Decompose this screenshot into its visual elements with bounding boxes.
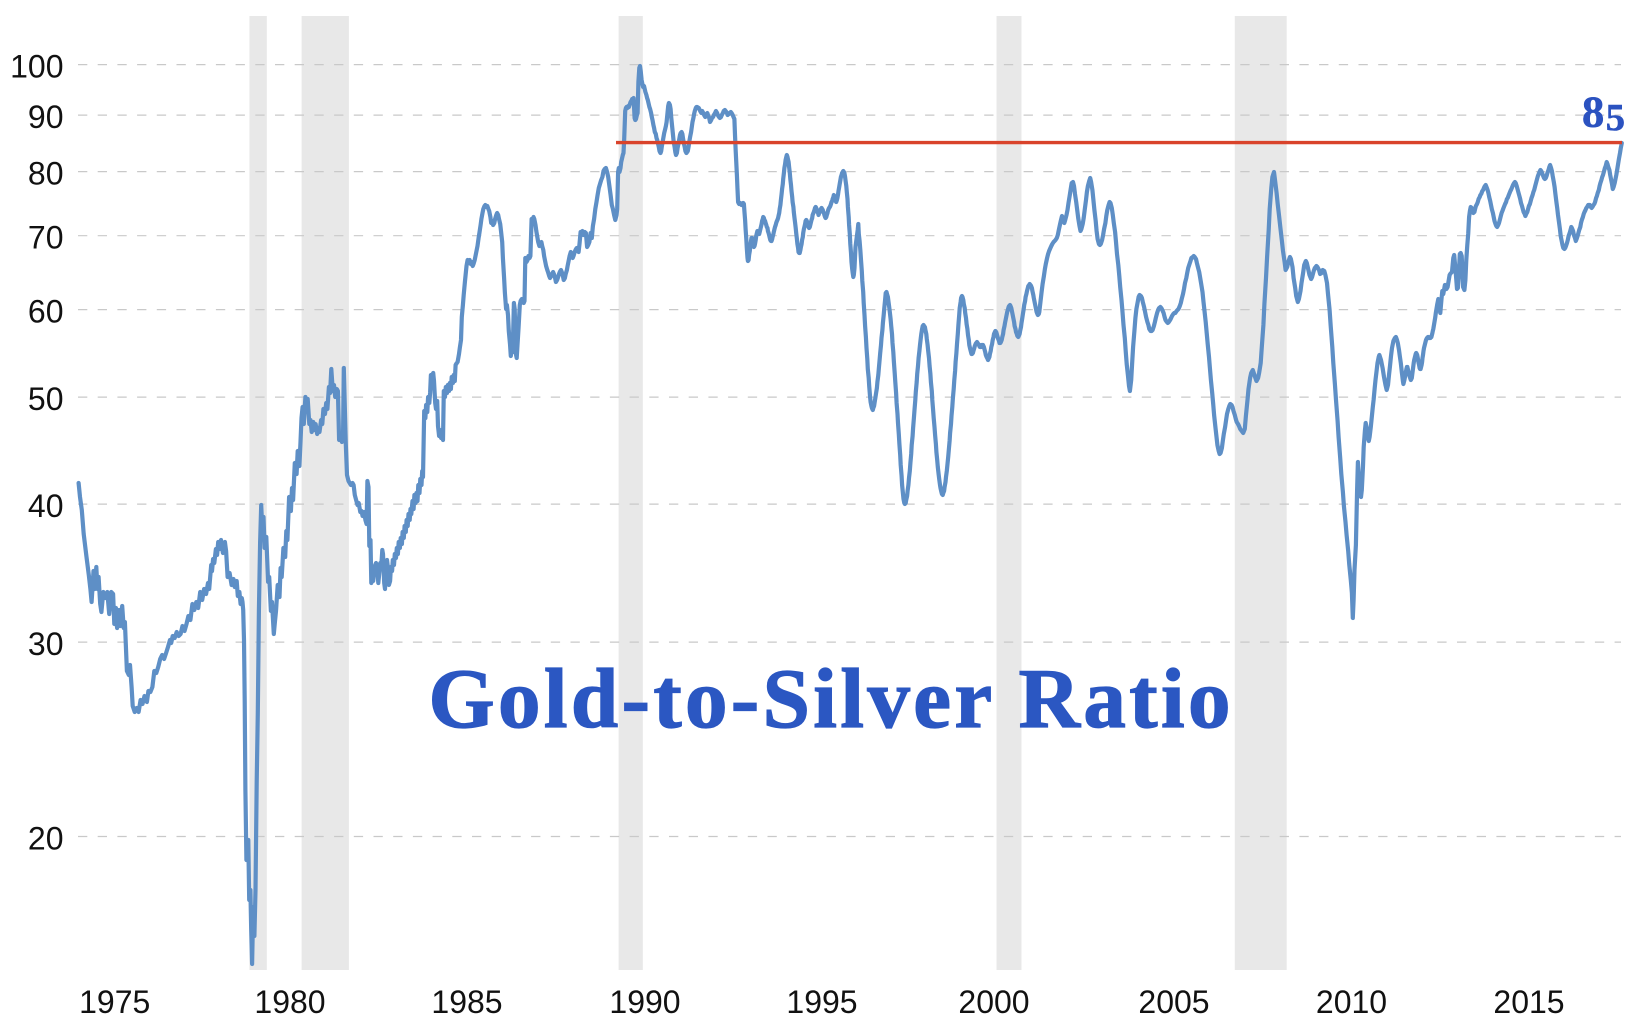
svg-text:Gold-to-Silver Ratio: Gold-to-Silver Ratio <box>429 652 1231 746</box>
svg-text:1985: 1985 <box>431 984 502 1020</box>
svg-text:90: 90 <box>28 99 64 135</box>
svg-text:85: 85 <box>1582 87 1625 139</box>
svg-text:1990: 1990 <box>609 984 680 1020</box>
svg-text:60: 60 <box>28 294 64 330</box>
svg-text:2015: 2015 <box>1493 984 1564 1020</box>
svg-text:2000: 2000 <box>958 984 1029 1020</box>
svg-text:2010: 2010 <box>1316 984 1387 1020</box>
svg-text:70: 70 <box>28 220 64 256</box>
svg-text:1975: 1975 <box>79 984 150 1020</box>
svg-text:1980: 1980 <box>254 984 325 1020</box>
svg-text:1995: 1995 <box>786 984 857 1020</box>
svg-text:40: 40 <box>28 488 64 524</box>
svg-text:2005: 2005 <box>1138 984 1209 1020</box>
svg-text:50: 50 <box>28 381 64 417</box>
svg-text:100: 100 <box>10 49 63 85</box>
svg-text:80: 80 <box>28 156 64 192</box>
svg-text:30: 30 <box>28 626 64 662</box>
svg-text:20: 20 <box>28 821 64 857</box>
